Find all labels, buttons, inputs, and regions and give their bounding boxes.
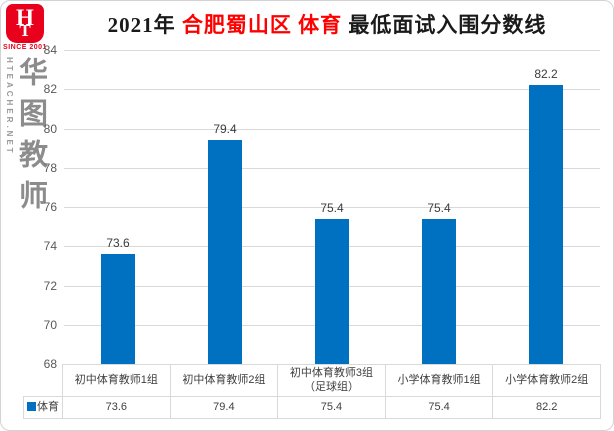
logo-vertical-block: HTEACHER.NET 华图教师 <box>5 57 47 221</box>
gridline <box>64 50 600 51</box>
title-segment: 体育 <box>298 13 343 37</box>
value-cell: 82.2 <box>492 396 601 419</box>
value-cell: 75.4 <box>277 396 386 419</box>
data-table: 初中体育教师1组 初中体育教师2组 初中体育教师3组（足球组） 小学体育教师1组 小学体… <box>23 364 601 419</box>
y-axis-tick-label: 78 <box>43 161 57 175</box>
gridline <box>64 207 600 208</box>
gridline <box>64 129 600 130</box>
y-axis-tick-label: 72 <box>43 279 57 293</box>
bar-data-label: 75.4 <box>427 201 451 215</box>
logo-letter-t: T <box>19 21 31 40</box>
gridline <box>64 89 600 90</box>
y-axis-tick-label: 70 <box>43 318 57 332</box>
logo-since-text: SINCE 2001 <box>3 44 47 51</box>
bar-data-label: 79.4 <box>213 122 237 136</box>
y-axis-tick-label: 84 <box>43 43 57 57</box>
gridline <box>64 168 600 169</box>
bar <box>315 219 349 364</box>
category-header-cell: 小学体育教师2组 <box>492 364 601 397</box>
y-axis-tick-label: 80 <box>43 122 57 136</box>
value-cell: 75.4 <box>384 396 494 419</box>
y-axis-tick-label: 76 <box>43 200 57 214</box>
y-axis-tick-label: 68 <box>43 357 57 371</box>
y-axis-tick-label: 74 <box>43 239 57 253</box>
title-segment: 最低面试入围分数线 <box>342 13 547 37</box>
value-cell: 79.4 <box>169 396 279 419</box>
logo-site-url: HTEACHER.NET <box>5 57 14 156</box>
y-axis-tick-label: 82 <box>43 82 57 96</box>
bar <box>422 219 456 364</box>
category-header-cell: 小学体育教师1组 <box>384 364 494 397</box>
legend-swatch-icon <box>27 401 36 411</box>
table-corner-spacer <box>24 365 63 397</box>
title-segment: 合肥蜀山区 <box>181 13 299 37</box>
bar <box>101 254 135 364</box>
bar <box>208 140 242 364</box>
huatu-logo-icon: H T <box>6 4 44 43</box>
bar-data-label: 73.6 <box>106 236 130 250</box>
category-header-cell: 初中体育教师3组（足球组） <box>277 364 386 397</box>
category-header-cell: 初中体育教师2组 <box>169 364 279 397</box>
logo-letter-h: H <box>16 5 34 30</box>
category-header-cell: 初中体育教师1组 <box>62 364 171 397</box>
bar-data-label: 82.2 <box>534 67 558 81</box>
title-segment: 2021年 <box>107 13 182 37</box>
bar-data-label: 75.4 <box>320 201 344 215</box>
chart-title: 2021年 合肥蜀山区 体育 最低面试入围分数线 <box>53 9 601 39</box>
value-cell: 73.6 <box>62 396 171 419</box>
bar <box>529 85 563 364</box>
legend-cell: 体育 <box>23 396 63 419</box>
logo-brand-name: 华图教师 <box>14 57 47 221</box>
